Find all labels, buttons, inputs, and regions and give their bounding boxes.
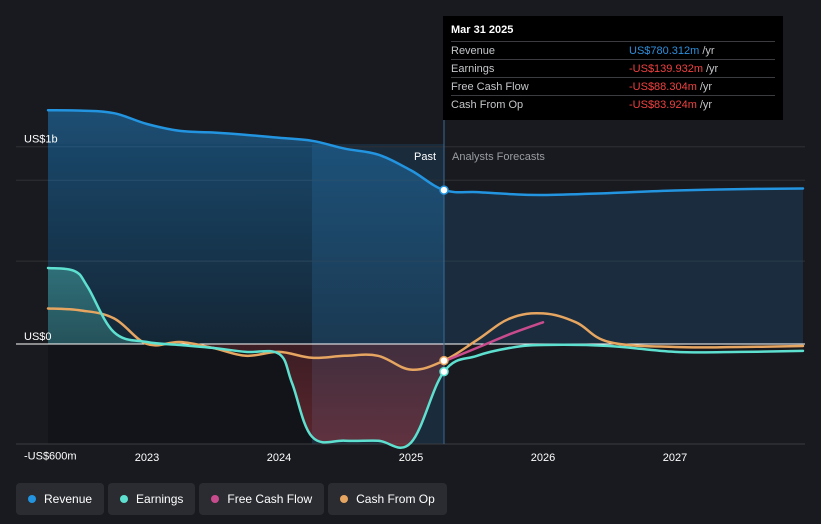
legend-item-earnings[interactable]: Earnings	[108, 483, 196, 515]
cash-from-op-dot-icon	[340, 495, 349, 503]
tooltip-value: -US$83.924m	[629, 98, 697, 111]
tooltip-label: Free Cash Flow	[451, 80, 529, 93]
revenue-dot-icon	[28, 495, 36, 503]
revenue-line	[46, 108, 805, 197]
x-tick-label: 2024	[267, 452, 291, 464]
tooltip-row-revenue: Revenue US$780.312m /yr	[451, 41, 775, 59]
highlight-markers	[439, 185, 449, 377]
tooltip-unit: /yr	[702, 44, 715, 57]
y-tick-label: US$1b	[24, 134, 58, 146]
tooltip-row-earnings: Earnings -US$139.932m /yr	[451, 59, 775, 77]
x-tick-label: 2027	[663, 452, 687, 464]
earnings-marker	[439, 366, 449, 377]
x-tick-label: 2026	[531, 452, 555, 464]
legend-label: Earnings	[136, 492, 184, 506]
legend-item-free-cash-flow[interactable]: Free Cash Flow	[199, 483, 325, 515]
tooltip-label: Cash From Op	[451, 98, 524, 111]
earnings-line	[46, 266, 805, 449]
past-label: Past	[414, 151, 436, 163]
revenue-area	[48, 110, 444, 344]
past-area-fills	[48, 110, 444, 448]
legend-label: Cash From Op	[356, 492, 435, 506]
tooltip: Mar 31 2025 Revenue US$780.312m /yr Earn…	[443, 16, 783, 120]
x-tick-label: 2025	[399, 452, 423, 464]
legend-label: Revenue	[44, 492, 93, 506]
tooltip-row-free-cash-flow: Free Cash Flow -US$88.304m /yr	[451, 77, 775, 95]
revenue-forecast-area	[444, 188, 804, 344]
earnings-dot-icon	[120, 495, 129, 503]
free-cash-flow-dot-icon	[211, 495, 220, 503]
free-cash-flow-line	[442, 321, 545, 363]
cash-from-op-marker	[439, 355, 449, 366]
tooltip-row-cash-from-op: Cash From Op -US$83.924m /yr	[451, 95, 775, 113]
x-tick-label: 2023	[135, 452, 159, 464]
y-tick-label: -US$600m	[24, 450, 77, 462]
revenue-marker	[439, 185, 449, 195]
y-tick-label: US$0	[24, 331, 52, 343]
tooltip-value: -US$139.932m	[629, 62, 703, 75]
tooltip-unit: /yr	[699, 80, 713, 93]
legend-label: Free Cash Flow	[227, 492, 313, 506]
series-lines	[46, 108, 805, 449]
earnings-positive-area	[48, 268, 444, 344]
earnings-negative-area	[48, 344, 444, 448]
tooltip-unit: /yr	[699, 98, 713, 111]
tooltip-label: Earnings	[451, 62, 495, 75]
cash-from-op-line	[46, 307, 805, 371]
tooltip-value: -US$88.304m	[629, 80, 697, 93]
tooltip-value: US$780.312m	[629, 44, 700, 57]
legend-item-revenue[interactable]: Revenue	[16, 483, 105, 515]
legend-item-cash-from-op[interactable]: Cash From Op	[328, 483, 447, 515]
tooltip-unit: /yr	[706, 62, 719, 75]
tooltip-date: Mar 31 2025	[451, 24, 514, 36]
forecast-label: Analysts Forecasts	[452, 151, 545, 163]
tooltip-label: Revenue	[451, 44, 496, 57]
legend: Revenue Earnings Free Cash Flow Cash Fro…	[16, 483, 447, 515]
